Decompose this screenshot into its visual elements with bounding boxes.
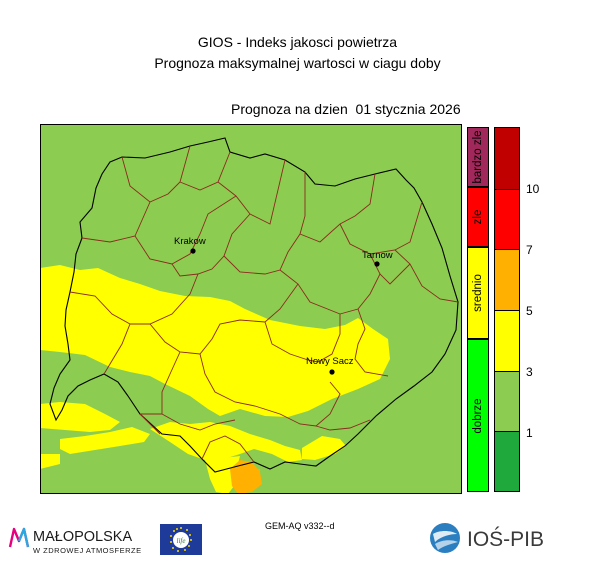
scale-segment bbox=[495, 432, 519, 491]
map-subtitle: Prognoza maksymalnej wartosci w ciagu do… bbox=[154, 55, 441, 71]
legend-label: bardzo zle bbox=[472, 130, 484, 184]
scale-segment bbox=[495, 372, 519, 432]
map-title: GIOS - Indeks jakosci powietrza bbox=[197, 34, 398, 50]
air-quality-map: Krakow Tarnow Nowy Sacz bbox=[40, 124, 462, 494]
malopolska-mark-accent bbox=[17, 527, 30, 548]
malopolska-name: MAŁOPOLSKA bbox=[33, 529, 132, 545]
ios-globe-icon bbox=[430, 523, 460, 553]
scale-tick-label: 5 bbox=[526, 304, 533, 318]
city-dot bbox=[374, 261, 380, 267]
county-borders bbox=[69, 145, 459, 463]
legend-category-dobrze: dobrze bbox=[467, 339, 489, 492]
city-dot bbox=[329, 369, 335, 375]
city-dot bbox=[190, 248, 196, 254]
city-label: Tarnow bbox=[362, 250, 393, 261]
scale-segment bbox=[495, 250, 519, 311]
scale-tick-label: 1 bbox=[526, 426, 533, 440]
voivodeship-border bbox=[49, 137, 459, 473]
city-krakow: Krakow bbox=[174, 236, 206, 254]
legend-label: srednio bbox=[472, 274, 484, 312]
scale-tick-label: 3 bbox=[526, 365, 533, 379]
scale-tick-label: 7 bbox=[526, 243, 533, 257]
scale-segment bbox=[495, 311, 519, 372]
scale-tick-label: 10 bbox=[526, 182, 540, 196]
city-label: Nowy Sacz bbox=[306, 356, 354, 367]
scale-segment bbox=[495, 190, 519, 250]
city-label: Krakow bbox=[174, 236, 206, 247]
forecast-date: Prognoza na dzien 01 stycznia 2026 bbox=[231, 101, 461, 117]
legend-label: dobrze bbox=[472, 397, 484, 434]
life-wordmark: life bbox=[177, 537, 186, 545]
legend-category-srednio: srednio bbox=[467, 247, 489, 339]
city-tarnow: Tarnow bbox=[362, 250, 393, 267]
eu-stars-icon bbox=[170, 527, 192, 552]
yellow-zone bbox=[40, 265, 390, 494]
life-emblem bbox=[173, 532, 189, 548]
legend-category-bardzo-zle: bardzo zle bbox=[467, 127, 489, 187]
scale-segment bbox=[495, 128, 519, 190]
legend-category-zle: zle bbox=[467, 187, 489, 247]
malopolska-logo: MAŁOPOLSKA W ZDROWEJ ATMOSFERZE bbox=[8, 527, 142, 555]
eu-life-logo: life bbox=[160, 524, 202, 555]
map-frame bbox=[40, 124, 462, 494]
legend-label: zle bbox=[472, 209, 484, 225]
orange-zone bbox=[230, 460, 262, 494]
ios-wordmark: IOŚ-PIB bbox=[467, 527, 544, 551]
ios-pib-logo: IOŚ-PIB bbox=[430, 523, 544, 553]
model-label: GEM-AQ v332--d bbox=[265, 521, 335, 531]
malopolska-tagline: W ZDROWEJ ATMOSFERZE bbox=[33, 546, 142, 555]
city-nowy-sacz: Nowy Sacz bbox=[306, 356, 354, 375]
index-color-scale bbox=[494, 127, 520, 492]
